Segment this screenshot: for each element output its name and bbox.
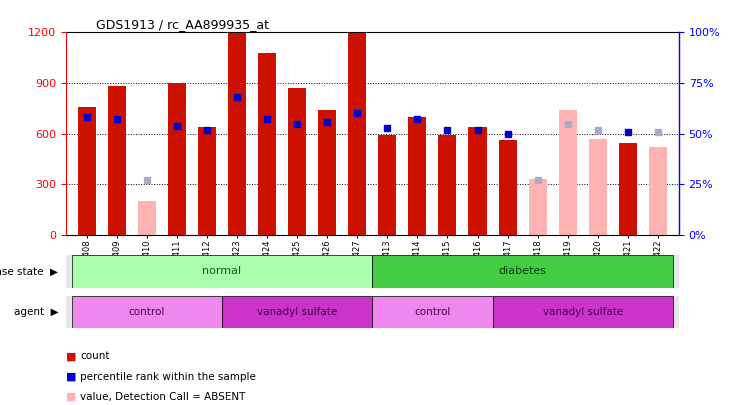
Bar: [439, 135, 456, 235]
Text: count: count: [80, 352, 110, 361]
Bar: [469, 127, 486, 235]
Bar: [378, 135, 396, 235]
Text: normal: normal: [202, 266, 242, 276]
Bar: [72, 296, 222, 328]
Text: GDS1913 / rc_AA899935_at: GDS1913 / rc_AA899935_at: [96, 18, 269, 31]
Text: control: control: [128, 307, 165, 317]
Bar: [529, 179, 547, 235]
Bar: [168, 83, 186, 235]
Bar: [649, 147, 667, 235]
Bar: [318, 110, 337, 235]
Bar: [222, 296, 372, 328]
Text: ■: ■: [66, 352, 76, 361]
Bar: [258, 53, 276, 235]
Text: control: control: [414, 307, 450, 317]
Bar: [558, 110, 577, 235]
Bar: [588, 139, 607, 235]
Bar: [619, 143, 637, 235]
Bar: [288, 88, 306, 235]
Text: diabetes: diabetes: [499, 266, 547, 276]
Bar: [77, 107, 96, 235]
Text: agent  ▶: agent ▶: [14, 307, 58, 317]
Bar: [72, 255, 372, 288]
Text: disease state  ▶: disease state ▶: [0, 266, 58, 276]
Text: value, Detection Call = ABSENT: value, Detection Call = ABSENT: [80, 392, 246, 402]
Bar: [348, 32, 366, 235]
Bar: [372, 255, 673, 288]
Text: ■: ■: [66, 372, 76, 382]
Text: vanadyl sulfate: vanadyl sulfate: [542, 307, 623, 317]
Bar: [198, 127, 216, 235]
Bar: [499, 141, 517, 235]
Bar: [138, 201, 156, 235]
Bar: [493, 296, 673, 328]
Bar: [108, 86, 126, 235]
Bar: [372, 296, 493, 328]
Bar: [408, 117, 426, 235]
Text: vanadyl sulfate: vanadyl sulfate: [257, 307, 337, 317]
Text: percentile rank within the sample: percentile rank within the sample: [80, 372, 256, 382]
Text: ■: ■: [66, 392, 76, 402]
Bar: [228, 32, 246, 235]
